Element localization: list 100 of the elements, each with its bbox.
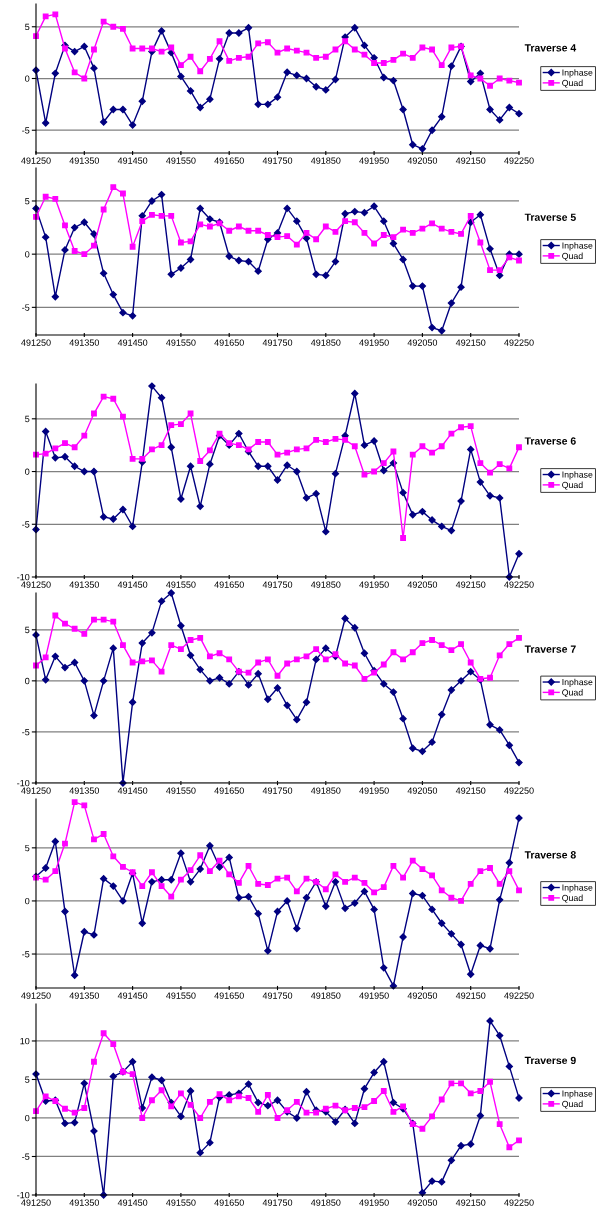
y-tick-label: -5	[22, 951, 30, 958]
x-tick-label: 491250	[21, 157, 51, 164]
text: Traverse 6	[524, 437, 576, 445]
legend-label: Quad	[562, 252, 583, 261]
y-tick-label: -5	[22, 127, 30, 134]
x-tick-label: 492250	[504, 787, 534, 794]
x-tick-label: 491350	[69, 787, 100, 794]
x-tick-label: 491650	[214, 339, 244, 346]
x-tick-label: 491950	[359, 1199, 389, 1206]
x-tick-label: 491950	[359, 992, 389, 999]
x-tick-label: 491450	[117, 1199, 148, 1206]
y-tick-label: 0	[25, 468, 30, 475]
y-tick-label: 5	[25, 198, 30, 205]
legend-label: Quad	[562, 79, 583, 88]
y-tick-label: -10	[17, 1191, 30, 1199]
x-tick-label: 491650	[214, 992, 244, 999]
x-tick-label: 491750	[262, 787, 293, 794]
x-tick-label: 491950	[359, 339, 389, 346]
y-tick-label: 5	[25, 626, 30, 634]
x-tick-label: 491750	[262, 1199, 293, 1206]
y-tick-label: 5	[25, 1076, 30, 1083]
y-tick-label: 0	[25, 251, 30, 258]
y-tick-label: -5	[22, 304, 30, 311]
text: Traverse 4	[524, 44, 577, 52]
x-tick-label: 491250	[21, 787, 51, 794]
legend-label: Inphase	[562, 69, 593, 78]
x-tick-label: 492150	[455, 1199, 486, 1206]
x-tick-label: 492250	[504, 157, 534, 164]
x-tick-label: 492050	[407, 992, 438, 999]
y-tick-label: 0	[25, 677, 30, 685]
legend-label: Quad	[562, 481, 583, 490]
x-tick-label: 491550	[166, 157, 196, 164]
y-tick-label: 5	[25, 844, 30, 852]
x-tick-label: 491250	[21, 339, 51, 346]
x-tick-label: 491450	[117, 157, 148, 164]
text: Traverse 8	[524, 851, 576, 859]
x-tick-label: 492050	[407, 157, 438, 164]
x-tick-label: 491350	[69, 1199, 100, 1206]
legend-label: Inphase	[562, 471, 593, 480]
x-tick-label: 491850	[310, 992, 341, 999]
x-tick-label: 491450	[117, 339, 148, 346]
y-tick-label: 5	[25, 23, 30, 31]
x-tick-label: 492150	[455, 157, 486, 164]
x-tick-label: 491750	[262, 339, 293, 346]
y-tick-label: 0	[25, 897, 30, 905]
x-tick-label: 491850	[310, 1199, 341, 1206]
x-tick-label: 492150	[455, 339, 486, 346]
x-tick-label: 491750	[262, 581, 293, 588]
x-tick-label: 491750	[262, 157, 293, 164]
legend-label: Inphase	[562, 1090, 593, 1099]
x-tick-label: 492150	[455, 787, 486, 794]
x-tick-label: 491950	[359, 157, 389, 164]
legend-label: Quad	[562, 689, 583, 698]
x-tick-label: 491350	[69, 339, 100, 346]
x-tick-label: 491550	[166, 581, 196, 588]
x-tick-label: 491450	[117, 581, 148, 588]
x-tick-label: 491550	[166, 1199, 196, 1206]
x-tick-label: 491550	[166, 787, 196, 794]
y-tick-label: -10	[17, 779, 30, 787]
legend-label: Inphase	[562, 242, 593, 251]
x-tick-label: 492050	[407, 787, 438, 794]
x-tick-label: 491950	[359, 581, 389, 588]
y-tick-label: -10	[17, 573, 30, 581]
y-tick-label: -5	[22, 521, 30, 528]
y-tick-label: -5	[22, 728, 30, 736]
x-tick-label: 491650	[214, 581, 244, 588]
x-tick-label: 492250	[504, 992, 534, 999]
y-tick-label: 0	[25, 1114, 30, 1122]
x-tick-label: 491850	[310, 157, 341, 164]
x-tick-label: 491350	[69, 157, 100, 164]
x-tick-label: 491450	[117, 787, 148, 794]
text: Traverse 5	[524, 213, 576, 221]
x-tick-label: 491250	[21, 1199, 51, 1206]
legend-label: Inphase	[562, 678, 593, 687]
x-tick-label: 492250	[504, 339, 534, 346]
x-tick-label: 491650	[214, 157, 244, 164]
y-tick-label: 0	[25, 75, 30, 82]
x-tick-label: 492150	[455, 992, 486, 999]
x-tick-label: 491950	[359, 787, 389, 794]
x-tick-label: 492250	[504, 581, 534, 588]
x-tick-label: 491550	[166, 339, 196, 346]
legend-label: Inphase	[562, 884, 593, 893]
x-tick-label: 492050	[407, 581, 438, 588]
x-tick-label: 491550	[166, 992, 196, 999]
x-tick-label: 491850	[310, 339, 341, 346]
text: Traverse 9	[524, 1056, 576, 1065]
x-tick-label: 492050	[407, 339, 438, 346]
x-tick-label: 491650	[214, 1199, 244, 1206]
x-tick-label: 491350	[69, 992, 100, 999]
y-tick-label: 10	[20, 1037, 30, 1045]
x-tick-label: 491250	[21, 581, 51, 588]
x-tick-label: 492250	[504, 1199, 534, 1206]
x-tick-label: 491850	[310, 581, 341, 588]
x-tick-label: 491850	[310, 787, 341, 794]
x-tick-label: 491650	[214, 787, 244, 794]
text: Traverse 7	[524, 645, 576, 653]
x-tick-label: 491450	[117, 992, 148, 999]
x-tick-label: 492050	[407, 1199, 438, 1206]
x-tick-label: 491250	[21, 992, 51, 999]
x-tick-label: 491750	[262, 992, 293, 999]
